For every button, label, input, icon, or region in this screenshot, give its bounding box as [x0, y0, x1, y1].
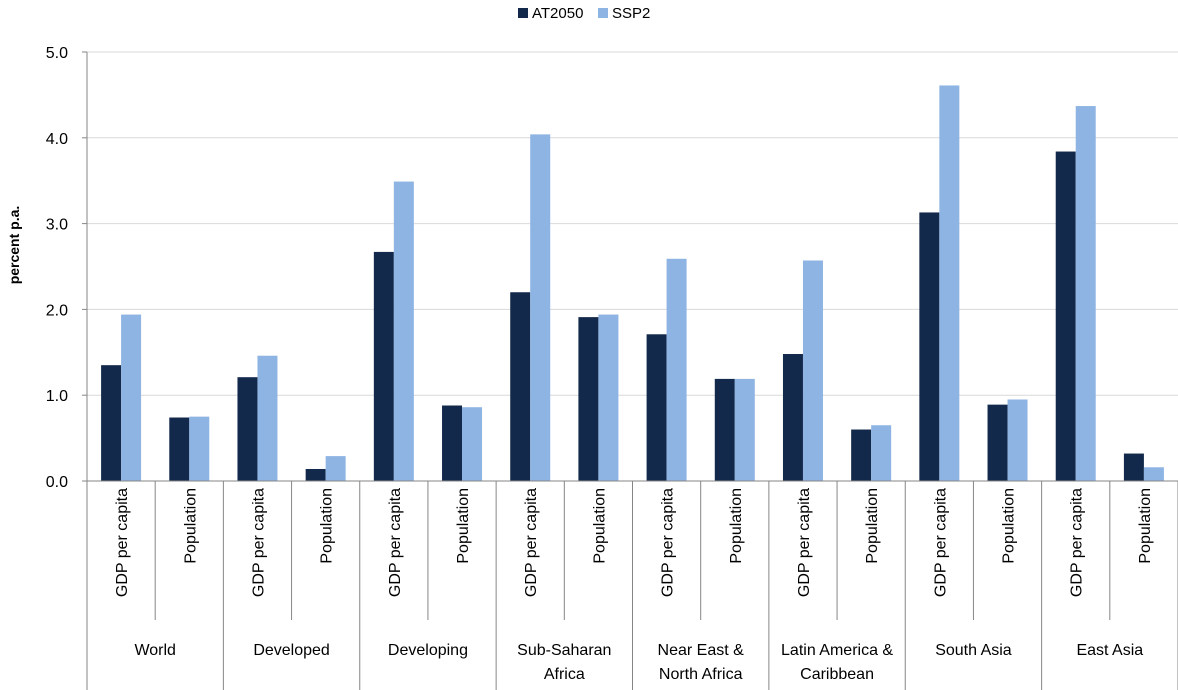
bar-ssp2	[530, 134, 551, 482]
legend-swatch-at2050	[518, 8, 528, 18]
bar-at2050	[714, 378, 735, 481]
y-tick-label: 0.0	[46, 474, 68, 491]
bar-ssp2	[121, 314, 142, 481]
bar-ssp2	[1007, 399, 1028, 481]
bar-at2050	[237, 377, 258, 481]
bar-at2050	[510, 292, 531, 481]
x-category-label: Population	[728, 488, 745, 564]
x-category-label: Population	[591, 488, 608, 564]
x-group-label: North Africa	[659, 666, 743, 683]
bar-at2050	[1055, 151, 1076, 481]
y-tick-label: 1.0	[46, 388, 68, 405]
x-category-label: GDP per capita	[796, 488, 813, 597]
x-group-label: Caribbean	[800, 666, 874, 683]
x-group-labels: World Developed Developing Sub-Saharan Afric…	[134, 642, 1143, 683]
x-category-label: Population	[864, 488, 881, 564]
gridlines	[87, 51, 1178, 396]
bar-ssp2	[257, 355, 278, 481]
y-tick-label: 4.0	[46, 131, 68, 148]
y-axis-label: percent p.a.	[6, 206, 22, 285]
bar-at2050	[646, 334, 667, 481]
x-category-label: GDP per capita	[660, 488, 677, 597]
legend-swatch-ssp2	[598, 8, 608, 18]
x-category-label: Population	[1137, 488, 1154, 564]
y-tick-label: 3.0	[46, 217, 68, 234]
bars	[101, 85, 1164, 482]
x-group-label: Near East &	[658, 642, 745, 659]
bar-at2050	[987, 404, 1008, 481]
legend-label: SSP2	[612, 5, 650, 22]
bar-ssp2	[1143, 467, 1164, 481]
x-category-labels: GDP per capita Population GDP per capita Po…	[114, 488, 1154, 597]
x-category-label: Population	[455, 488, 472, 564]
x-category-label: Population	[319, 488, 336, 564]
bar-ssp2	[939, 85, 960, 481]
x-category-label: Population	[182, 488, 199, 564]
x-category-label: GDP per capita	[932, 488, 949, 597]
bar-at2050	[169, 417, 190, 481]
y-tick-label: 5.0	[46, 45, 68, 62]
bar-ssp2	[734, 378, 755, 481]
x-category-label: GDP per capita	[523, 488, 540, 597]
x-group-label: Developed	[253, 642, 330, 659]
x-group-label: Sub-Saharan	[517, 642, 611, 659]
bar-ssp2	[325, 456, 346, 481]
bar-at2050	[101, 365, 122, 481]
x-group-label: South Asia	[935, 642, 1012, 659]
bar-at2050	[305, 468, 326, 481]
bar-ssp2	[462, 407, 483, 481]
bar-ssp2	[802, 260, 823, 481]
x-group-label: Developing	[388, 642, 468, 659]
axes	[82, 51, 1178, 690]
bar-ssp2	[871, 425, 892, 481]
x-category-label: GDP per capita	[387, 488, 404, 597]
bar-at2050	[851, 429, 872, 481]
x-group-label: Latin America &	[781, 642, 893, 659]
bar-at2050	[373, 251, 394, 481]
bar-ssp2	[1075, 106, 1096, 481]
x-category-label: GDP per capita	[250, 488, 267, 597]
x-group-label: East Asia	[1076, 642, 1143, 659]
bar-at2050	[1123, 453, 1144, 481]
x-category-label: GDP per capita	[1069, 488, 1086, 597]
bar-ssp2	[189, 416, 210, 481]
y-tick-labels: 0.0 1.0 2.0 3.0 4.0 5.0	[46, 45, 68, 491]
x-category-label: Population	[1001, 488, 1018, 564]
bar-ssp2	[666, 258, 687, 481]
bar-ssp2	[393, 181, 414, 482]
bar-at2050	[919, 212, 940, 482]
legend: AT2050 SSP2	[518, 5, 650, 22]
x-group-label: Africa	[544, 666, 585, 683]
bar-at2050	[578, 317, 599, 481]
y-tick-label: 2.0	[46, 302, 68, 319]
legend-label: AT2050	[532, 5, 583, 22]
x-group-label: World	[134, 642, 176, 659]
x-category-label: GDP per capita	[114, 488, 131, 597]
bar-at2050	[782, 354, 803, 481]
bar-at2050	[442, 405, 463, 481]
bar-ssp2	[598, 314, 619, 481]
